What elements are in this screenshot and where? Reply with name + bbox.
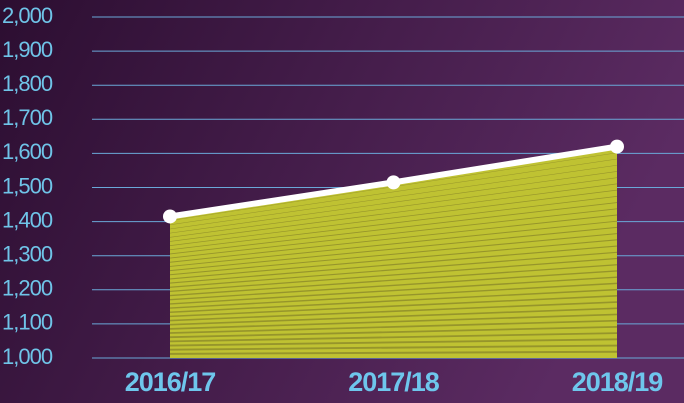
stripe [170,326,617,339]
stripe [170,257,617,293]
stripe [170,220,617,267]
stripe [170,164,617,230]
y-tick-label: 1,000 [2,344,53,369]
stripe [170,177,617,238]
foreground: 1,000 1,100 1,200 1,300 1,400 1,500 1,600 1,700… [2,3,664,397]
stripe [170,208,617,259]
stripe [170,276,617,305]
stripe [170,350,617,355]
point [386,175,401,190]
stripe [170,344,617,351]
stripe [170,282,617,309]
y-tick-label: 1,100 [2,310,53,335]
stripe [170,158,617,226]
stripe [170,202,617,255]
y-tick-label: 1,900 [2,37,53,62]
stripe [170,183,617,242]
stripe [170,270,617,301]
x-tick-label: 2017/18 [348,367,440,397]
stripe [170,288,617,313]
stripes [170,152,617,355]
stripe [170,338,617,347]
stripe [170,251,617,288]
y-tick-label: 1,500 [2,173,53,198]
y-tick-label: 1,600 [2,139,53,164]
stripe [170,195,617,251]
y-tick-label: 1,700 [2,105,53,130]
stripe [170,301,617,322]
stripe [170,214,617,263]
x-tick-label: 2016/17 [125,367,216,397]
stripe [170,319,617,334]
stripe [170,264,617,297]
stripe [170,307,617,326]
stripe [170,245,617,284]
stripe [170,295,617,318]
stripe [170,233,617,276]
point [163,209,177,224]
stripe [170,332,617,343]
y-tick-label: 1,800 [2,71,53,96]
stripe [170,313,617,330]
point [610,139,624,154]
y-tick-label: 1,300 [2,242,53,267]
stripe [170,171,617,234]
stripe [170,226,617,272]
x-tick-label: 2018/19 [572,367,664,397]
y-tick-label: 2,000 [2,3,53,28]
y-tick-label: 1,400 [2,207,53,232]
stripe [170,189,617,246]
stripe [170,239,617,280]
y-tick-label: 1,200 [2,276,53,301]
